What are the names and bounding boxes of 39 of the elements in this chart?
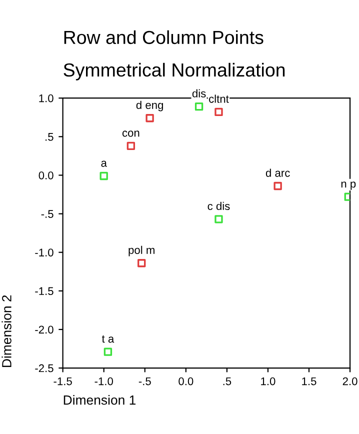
point: [104, 348, 112, 356]
x-tick-label: -1.0: [94, 377, 113, 386]
annotation: cltnt: [209, 94, 229, 103]
x-axis-title: Dimension 1: [64, 395, 136, 405]
annotation: con: [122, 130, 140, 137]
chart-subtitle: Symmetrical Normalization: [64, 62, 285, 80]
x-tick-label: 0.0: [178, 377, 194, 386]
x-tick-label: -.5: [138, 377, 151, 386]
chart-title: Row and Column Points: [64, 30, 264, 44]
annotation: a: [101, 160, 107, 167]
y-axis-title: Dimension 2: [2, 295, 12, 367]
x-tick-label: .5: [223, 377, 232, 386]
y-tick-label: -1.5: [35, 287, 54, 296]
y-tick-label: 1.0: [39, 94, 54, 102]
y-tick-label: -1.0: [35, 248, 54, 256]
point: [100, 172, 108, 180]
x-tick-label: 1.0: [261, 377, 276, 386]
x-tick-label: 1.5: [302, 377, 316, 386]
y-tick-label: -2.0: [35, 326, 54, 334]
annotation: d arc: [266, 168, 290, 177]
point: [194, 102, 204, 111]
point: [214, 108, 223, 116]
annotation: dis: [192, 89, 206, 98]
x-tick-label: -1.5: [54, 377, 72, 386]
y-tick-label: 0.0: [38, 171, 54, 180]
annotation: c dis: [208, 202, 230, 210]
point: [274, 182, 282, 190]
point: [126, 142, 136, 150]
point: [214, 215, 223, 224]
y-tick-label: -2.5: [35, 364, 54, 372]
point: [138, 259, 146, 268]
annotation: d eng: [136, 100, 163, 112]
annotation: n p: [341, 182, 356, 190]
point: [146, 114, 154, 122]
y-tick-label: .5: [46, 133, 54, 141]
annotation: t a: [102, 335, 114, 343]
x-tick-label: 2.0: [342, 377, 358, 386]
y-tick-label: -.5: [41, 210, 54, 218]
annotation: pol m: [128, 246, 154, 256]
